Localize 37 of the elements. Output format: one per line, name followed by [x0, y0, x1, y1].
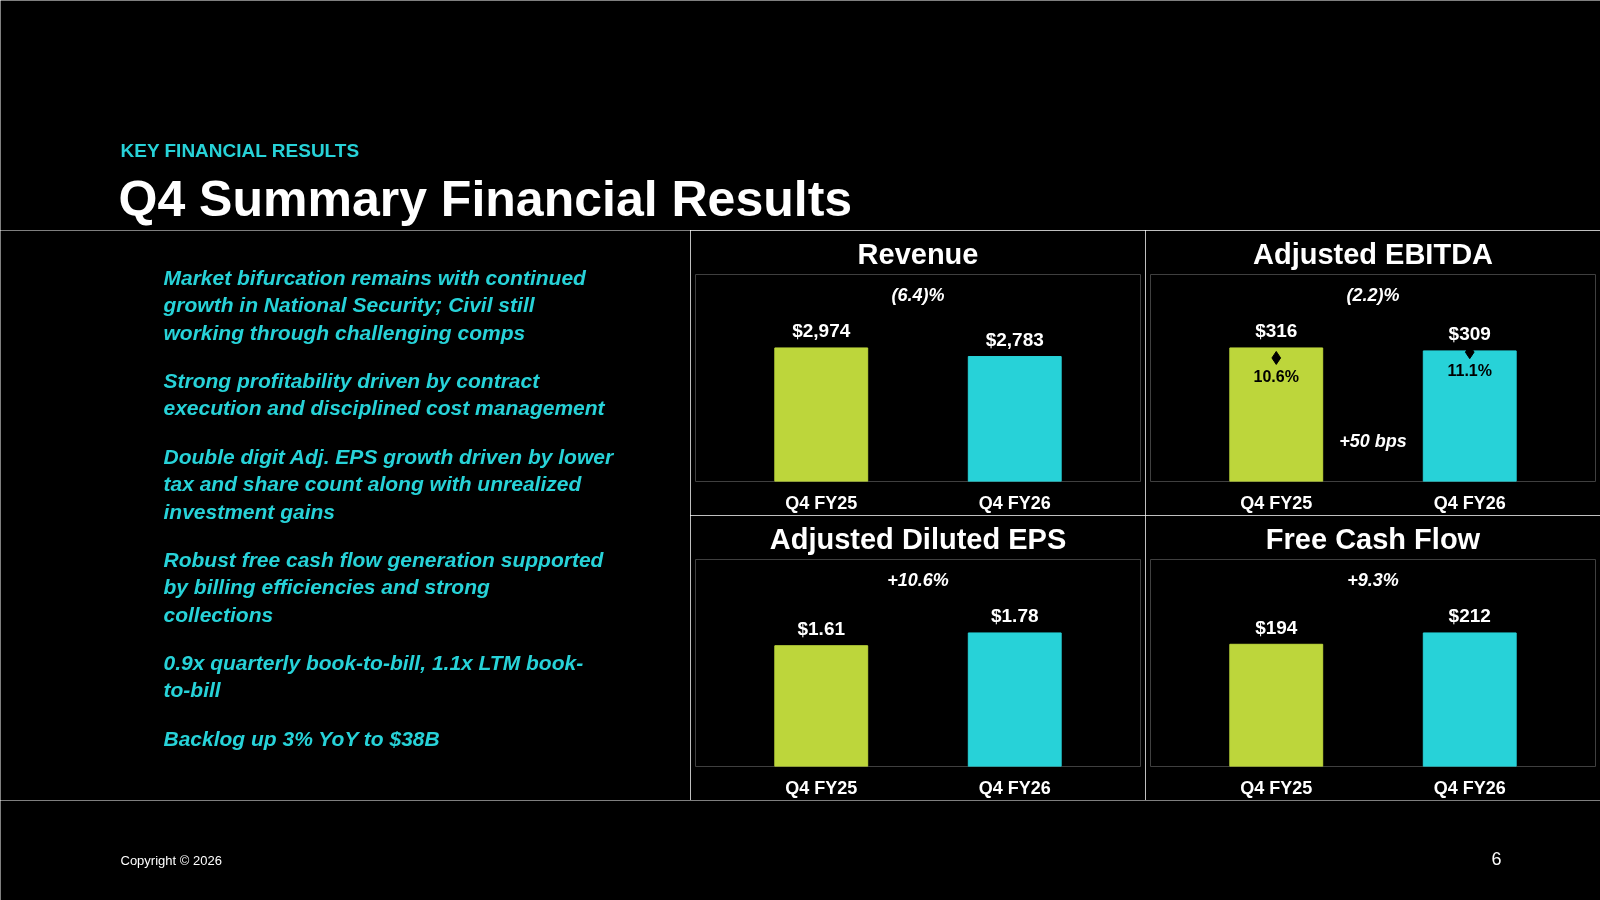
chart-title: Adjusted EBITDA — [1252, 237, 1494, 270]
annotation: +50 bps — [1339, 431, 1407, 452]
text: KEY FINANCIAL RESULTS — [120, 140, 360, 161]
x-tick-label: Q4 FY25 — [785, 492, 858, 513]
chart-title: Free Cash Flow — [1265, 522, 1481, 555]
text: (6.4)% — [891, 285, 945, 306]
x-tick-label: Q4 FY26 — [978, 492, 1051, 513]
data-label: $1.78 — [990, 605, 1039, 627]
data-label: 11.1% — [1447, 362, 1492, 380]
text: Copyright © 2026 — [120, 853, 222, 868]
data-label: $194 — [1255, 616, 1298, 638]
x-tick-label: Q4 FY25 — [785, 777, 858, 798]
text: +9.3% — [1347, 570, 1399, 591]
text: Strong profitability driven by contract execution and disciplined cost management — [163, 368, 606, 420]
chart-title: Revenue — [857, 237, 979, 270]
text: +10.6% — [887, 570, 949, 591]
x-tick-label: Q4 FY25 — [1240, 492, 1313, 513]
chart-title: Adjusted Diluted EPS — [769, 522, 1067, 555]
data-label: $309 — [1448, 323, 1491, 345]
data-label: $316 — [1255, 320, 1298, 342]
text: (2.2)% — [1346, 285, 1400, 306]
text: Double digit Adj. EPS growth driven by lower tax and share count along with unrealized investment gains — [163, 444, 615, 523]
text: Market bifurcation remains with continued growth in National Security; Civil still working through challenging comps — [162, 265, 588, 344]
data-label: $2,974 — [792, 320, 851, 342]
text: Q4 Summary Financial Results — [118, 170, 853, 227]
x-tick-label: Q4 FY25 — [1240, 777, 1313, 798]
data-label: $212 — [1448, 605, 1491, 627]
text: 0.9x quarterly book-to-bill, 1.1x LTM book-to-bill — [163, 650, 584, 702]
text: Robust free cash flow generation supported by billing efficiencies and strong collections — [163, 547, 605, 626]
data-label: 10.6% — [1253, 368, 1299, 386]
x-tick-label: Q4 FY26 — [1433, 777, 1506, 798]
data-label: $2,783 — [985, 328, 1044, 350]
text: 6 — [1491, 849, 1502, 869]
x-tick-label: Q4 FY26 — [1433, 492, 1506, 513]
x-tick-label: Q4 FY26 — [978, 777, 1051, 798]
text: Backlog up 3% YoY to $38B — [163, 726, 440, 750]
data-label: $1.61 — [797, 618, 846, 640]
